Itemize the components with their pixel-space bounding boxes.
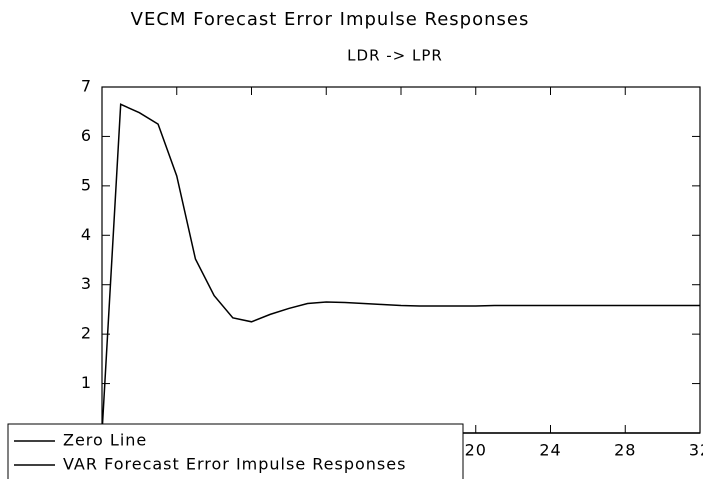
series-line: [101, 103, 700, 434]
y-tick-label: 7: [81, 77, 92, 96]
x-tick-label: 32: [689, 441, 703, 460]
plot-frame: [101, 86, 701, 434]
y-tick-label: 4: [81, 225, 92, 244]
x-tick-label: 24: [539, 441, 561, 460]
y-tick-label: 2: [81, 324, 92, 343]
x-tick-label: 20: [465, 441, 487, 460]
y-tick-label: 1: [81, 373, 92, 392]
legend-label: VAR Forecast Error Impulse Responses: [63, 455, 406, 474]
y-tick-label: 6: [81, 126, 92, 145]
chart-subtitle: LDR -> LPR: [347, 47, 443, 65]
y-tick-label: 3: [81, 274, 92, 293]
legend-label: Zero Line: [63, 431, 147, 450]
chart-title: VECM Forecast Error Impulse Responses: [131, 9, 530, 30]
legend-box: [7, 423, 464, 479]
y-tick-label: 5: [81, 175, 92, 194]
x-tick-label: 28: [614, 441, 636, 460]
